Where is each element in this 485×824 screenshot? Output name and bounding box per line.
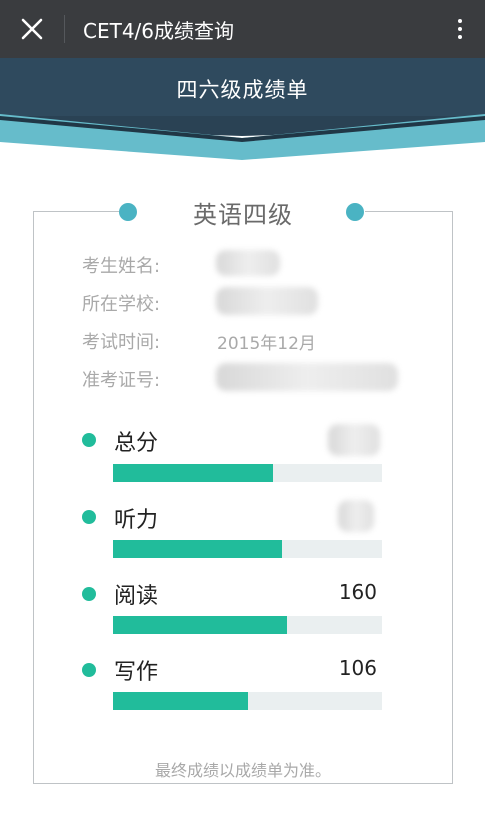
score-label-reading: 阅读 xyxy=(114,584,159,609)
more-options-button[interactable] xyxy=(435,0,485,58)
score-label-writing: 写作 xyxy=(114,660,159,685)
score-label-listening: 听力 xyxy=(114,508,159,533)
progress-fill-writing xyxy=(113,692,248,710)
progress-track-total xyxy=(113,464,382,482)
card-border-left xyxy=(33,211,123,212)
final-score-note: 最终成绩以成绩单为准。 xyxy=(154,761,331,780)
score-label-total: 总分 xyxy=(114,431,159,456)
toolbar-divider xyxy=(64,15,65,43)
progress-fill-reading xyxy=(113,616,287,634)
progress-track-reading xyxy=(113,616,382,634)
score-dot-listening xyxy=(82,510,96,524)
progress-track-writing xyxy=(113,692,382,710)
banner-title: 四六级成绩单 xyxy=(176,78,309,102)
name-label: 考生姓名: xyxy=(82,256,161,277)
title-dot-left xyxy=(119,203,137,221)
score-dot-reading xyxy=(82,587,96,601)
exam-date-label: 考试时间: xyxy=(82,332,161,353)
redacted-ticket-number xyxy=(216,363,398,391)
score-value-writing: 106 xyxy=(338,656,377,680)
progress-fill-total xyxy=(113,464,274,482)
score-card xyxy=(33,212,453,784)
close-icon xyxy=(21,18,43,40)
redacted-name xyxy=(216,250,280,276)
progress-track-listening xyxy=(113,540,382,558)
card-border-right xyxy=(365,211,453,212)
top-app-bar: CET4/6成绩查询 xyxy=(0,0,485,58)
close-button[interactable] xyxy=(0,0,64,58)
page-title: CET4/6成绩查询 xyxy=(83,18,235,43)
exam-level-title: 英语四级 xyxy=(193,201,293,229)
title-dot-right xyxy=(346,203,364,221)
score-value-reading: 160 xyxy=(338,580,377,604)
score-dot-total xyxy=(82,433,96,447)
school-label: 所在学校: xyxy=(82,294,161,315)
more-vertical-icon xyxy=(458,19,462,23)
redacted-total-score xyxy=(328,424,380,456)
header-banner: 四六级成绩单 xyxy=(0,58,485,162)
redacted-school xyxy=(216,287,318,315)
redacted-listening-score xyxy=(338,500,374,532)
ticket-number-label: 准考证号: xyxy=(82,370,161,391)
score-dot-writing xyxy=(82,663,96,677)
exam-date-value: 2015年12月 xyxy=(217,334,316,354)
progress-fill-listening xyxy=(113,540,283,558)
